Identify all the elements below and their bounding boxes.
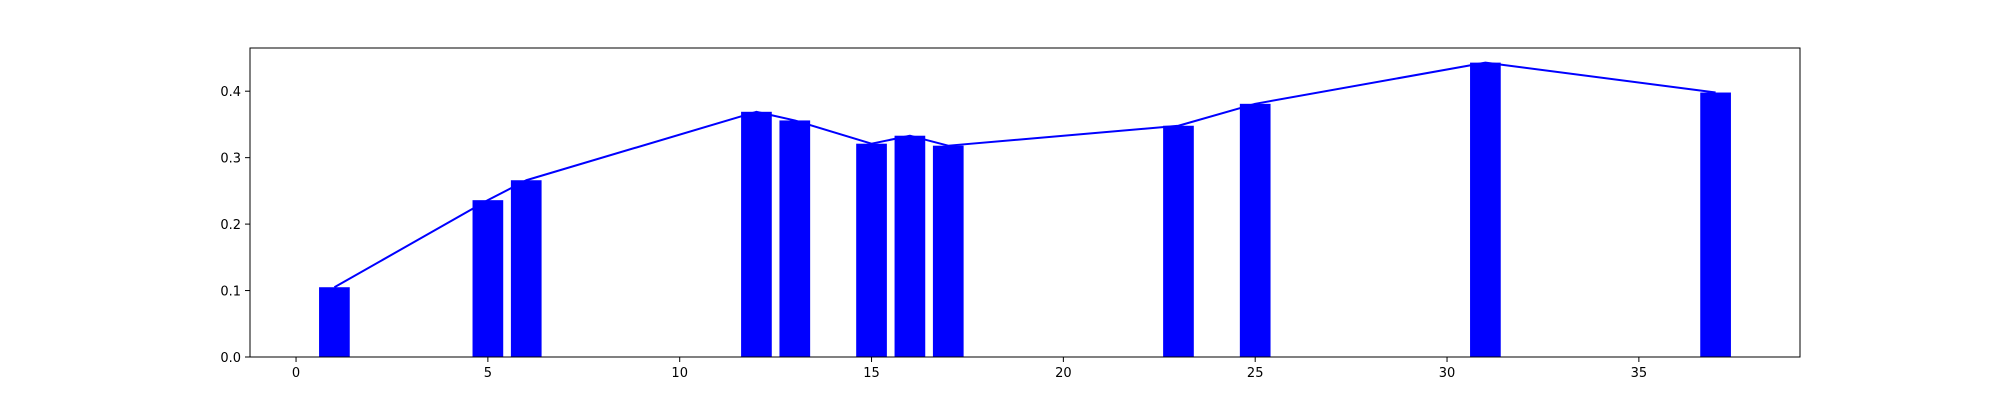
x-tick-label-0: 0 xyxy=(292,366,300,381)
y-tick-label-4: 0.4 xyxy=(220,85,241,100)
x-tick-label-3: 15 xyxy=(863,366,880,381)
y-tick-label-2: 0.2 xyxy=(220,218,241,233)
bar-0 xyxy=(319,287,350,357)
bar-1 xyxy=(472,200,504,357)
x-tick-label-4: 20 xyxy=(1055,366,1072,381)
x-tick-label-6: 30 xyxy=(1439,366,1456,381)
x-tick-label-7: 35 xyxy=(1631,366,1648,381)
trend-line xyxy=(333,61,1716,289)
plot-area-frame xyxy=(249,47,1801,358)
x-tick-label-1: 5 xyxy=(484,366,492,381)
y-tick-label-3: 0.3 xyxy=(220,152,241,167)
x-axis: 0 5 10 15 20 25 30 35 xyxy=(292,357,1647,381)
bar-7 xyxy=(932,145,964,357)
line-series xyxy=(333,61,1716,289)
y-tick-label-1: 0.1 xyxy=(220,285,241,300)
bar-10 xyxy=(1470,62,1501,357)
x-tick-label-5: 25 xyxy=(1247,366,1264,381)
x-tick-label-2: 10 xyxy=(671,366,688,381)
bar-4 xyxy=(779,120,811,358)
bar-9 xyxy=(1239,103,1271,357)
bar-series xyxy=(319,62,1731,358)
bar-6 xyxy=(894,135,926,357)
bar-2 xyxy=(510,180,542,357)
bar-3 xyxy=(741,111,772,357)
y-axis: 0.0 0.1 0.2 0.3 0.4 xyxy=(220,85,250,366)
bar-8 xyxy=(1163,125,1194,358)
y-tick-label-0: 0.0 xyxy=(220,351,241,366)
bar-5 xyxy=(856,143,887,357)
bar-11 xyxy=(1700,92,1731,357)
